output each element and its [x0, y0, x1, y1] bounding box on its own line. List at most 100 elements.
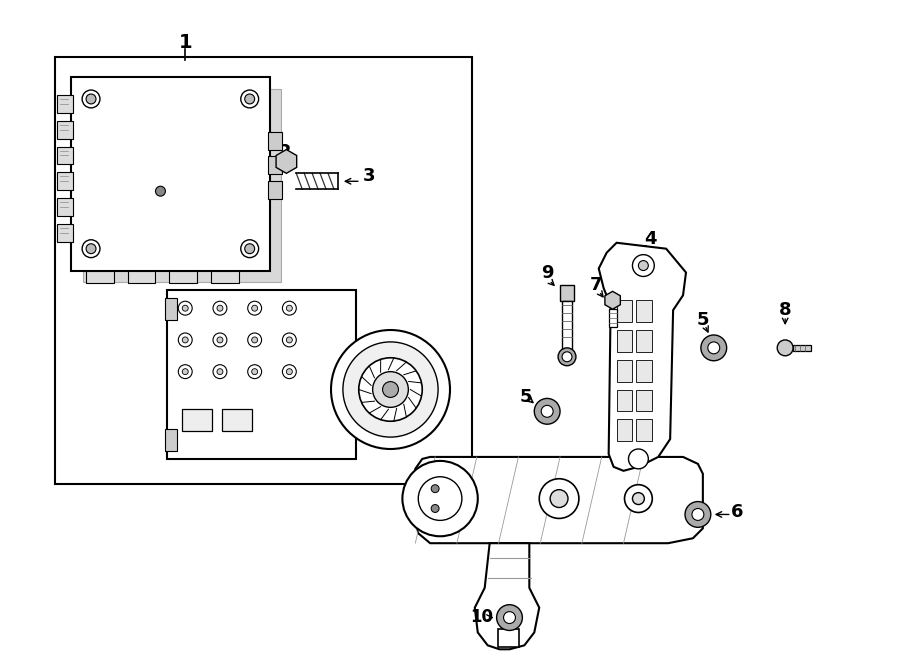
Circle shape [625, 485, 652, 512]
Circle shape [550, 490, 568, 508]
Bar [58, 172, 73, 190]
Text: 9: 9 [541, 265, 554, 283]
Bar [71, 77, 269, 271]
Circle shape [283, 365, 296, 379]
Circle shape [183, 305, 188, 311]
Circle shape [692, 508, 704, 520]
Circle shape [382, 381, 399, 397]
Bar [267, 156, 283, 174]
Bar [166, 429, 177, 451]
Circle shape [213, 301, 227, 315]
Circle shape [286, 305, 292, 311]
Bar [636, 419, 652, 441]
Circle shape [252, 337, 257, 343]
Circle shape [82, 240, 100, 258]
Circle shape [241, 90, 258, 108]
Circle shape [701, 335, 726, 361]
Circle shape [431, 504, 439, 512]
Circle shape [418, 477, 462, 520]
Bar [608, 309, 617, 327]
Text: 4: 4 [644, 230, 657, 248]
Circle shape [252, 369, 257, 375]
Bar [58, 120, 73, 138]
Text: 5: 5 [697, 311, 709, 329]
Bar [636, 301, 652, 322]
Bar [58, 146, 73, 164]
Bar [616, 389, 633, 411]
Text: 6: 6 [732, 504, 743, 522]
Circle shape [241, 240, 258, 258]
Circle shape [178, 333, 193, 347]
Circle shape [252, 305, 257, 311]
Circle shape [248, 333, 262, 347]
Circle shape [431, 485, 439, 493]
Bar [793, 345, 811, 351]
Polygon shape [415, 457, 703, 544]
Bar [167, 291, 356, 459]
Text: 5: 5 [520, 389, 533, 406]
Circle shape [633, 493, 644, 504]
Bar [183, 409, 212, 431]
Circle shape [402, 461, 478, 536]
Text: 1: 1 [178, 33, 192, 52]
Circle shape [628, 449, 648, 469]
Circle shape [178, 301, 193, 315]
Circle shape [539, 479, 579, 518]
Bar [86, 271, 113, 283]
Bar [267, 132, 283, 150]
Bar [128, 271, 156, 283]
Text: 2: 2 [278, 142, 291, 160]
Bar [616, 419, 633, 441]
Bar [267, 181, 283, 199]
Bar [636, 359, 652, 381]
Circle shape [707, 342, 720, 354]
Circle shape [359, 357, 422, 421]
Circle shape [217, 305, 223, 311]
Circle shape [213, 365, 227, 379]
Text: 3: 3 [363, 167, 375, 185]
Circle shape [217, 337, 223, 343]
Circle shape [633, 255, 654, 277]
Circle shape [248, 365, 262, 379]
Circle shape [638, 261, 648, 271]
Circle shape [343, 342, 438, 437]
Circle shape [217, 369, 223, 375]
Circle shape [286, 337, 292, 343]
Circle shape [535, 399, 560, 424]
Bar [356, 359, 391, 419]
Circle shape [183, 337, 188, 343]
Polygon shape [605, 291, 620, 309]
Text: 7: 7 [590, 277, 602, 295]
Bar [83, 89, 282, 283]
Circle shape [503, 612, 516, 624]
Circle shape [183, 369, 188, 375]
Polygon shape [598, 243, 686, 471]
Circle shape [286, 369, 292, 375]
Circle shape [541, 405, 554, 417]
Bar [211, 271, 239, 283]
Circle shape [178, 365, 193, 379]
Bar [166, 299, 177, 320]
Circle shape [685, 502, 711, 528]
Bar [616, 359, 633, 381]
Circle shape [86, 244, 96, 254]
Circle shape [331, 330, 450, 449]
Text: 10: 10 [470, 608, 493, 626]
Circle shape [213, 333, 227, 347]
Circle shape [283, 333, 296, 347]
Polygon shape [276, 150, 297, 173]
Bar [55, 58, 472, 484]
Bar [58, 198, 73, 216]
Bar [636, 389, 652, 411]
Circle shape [245, 244, 255, 254]
Circle shape [562, 352, 572, 361]
Text: 8: 8 [778, 301, 791, 319]
Bar [616, 301, 633, 322]
Polygon shape [475, 544, 539, 649]
Bar [636, 330, 652, 352]
Circle shape [86, 94, 96, 104]
Circle shape [156, 186, 166, 196]
Bar [58, 224, 73, 242]
Circle shape [245, 94, 255, 104]
Circle shape [373, 371, 409, 407]
